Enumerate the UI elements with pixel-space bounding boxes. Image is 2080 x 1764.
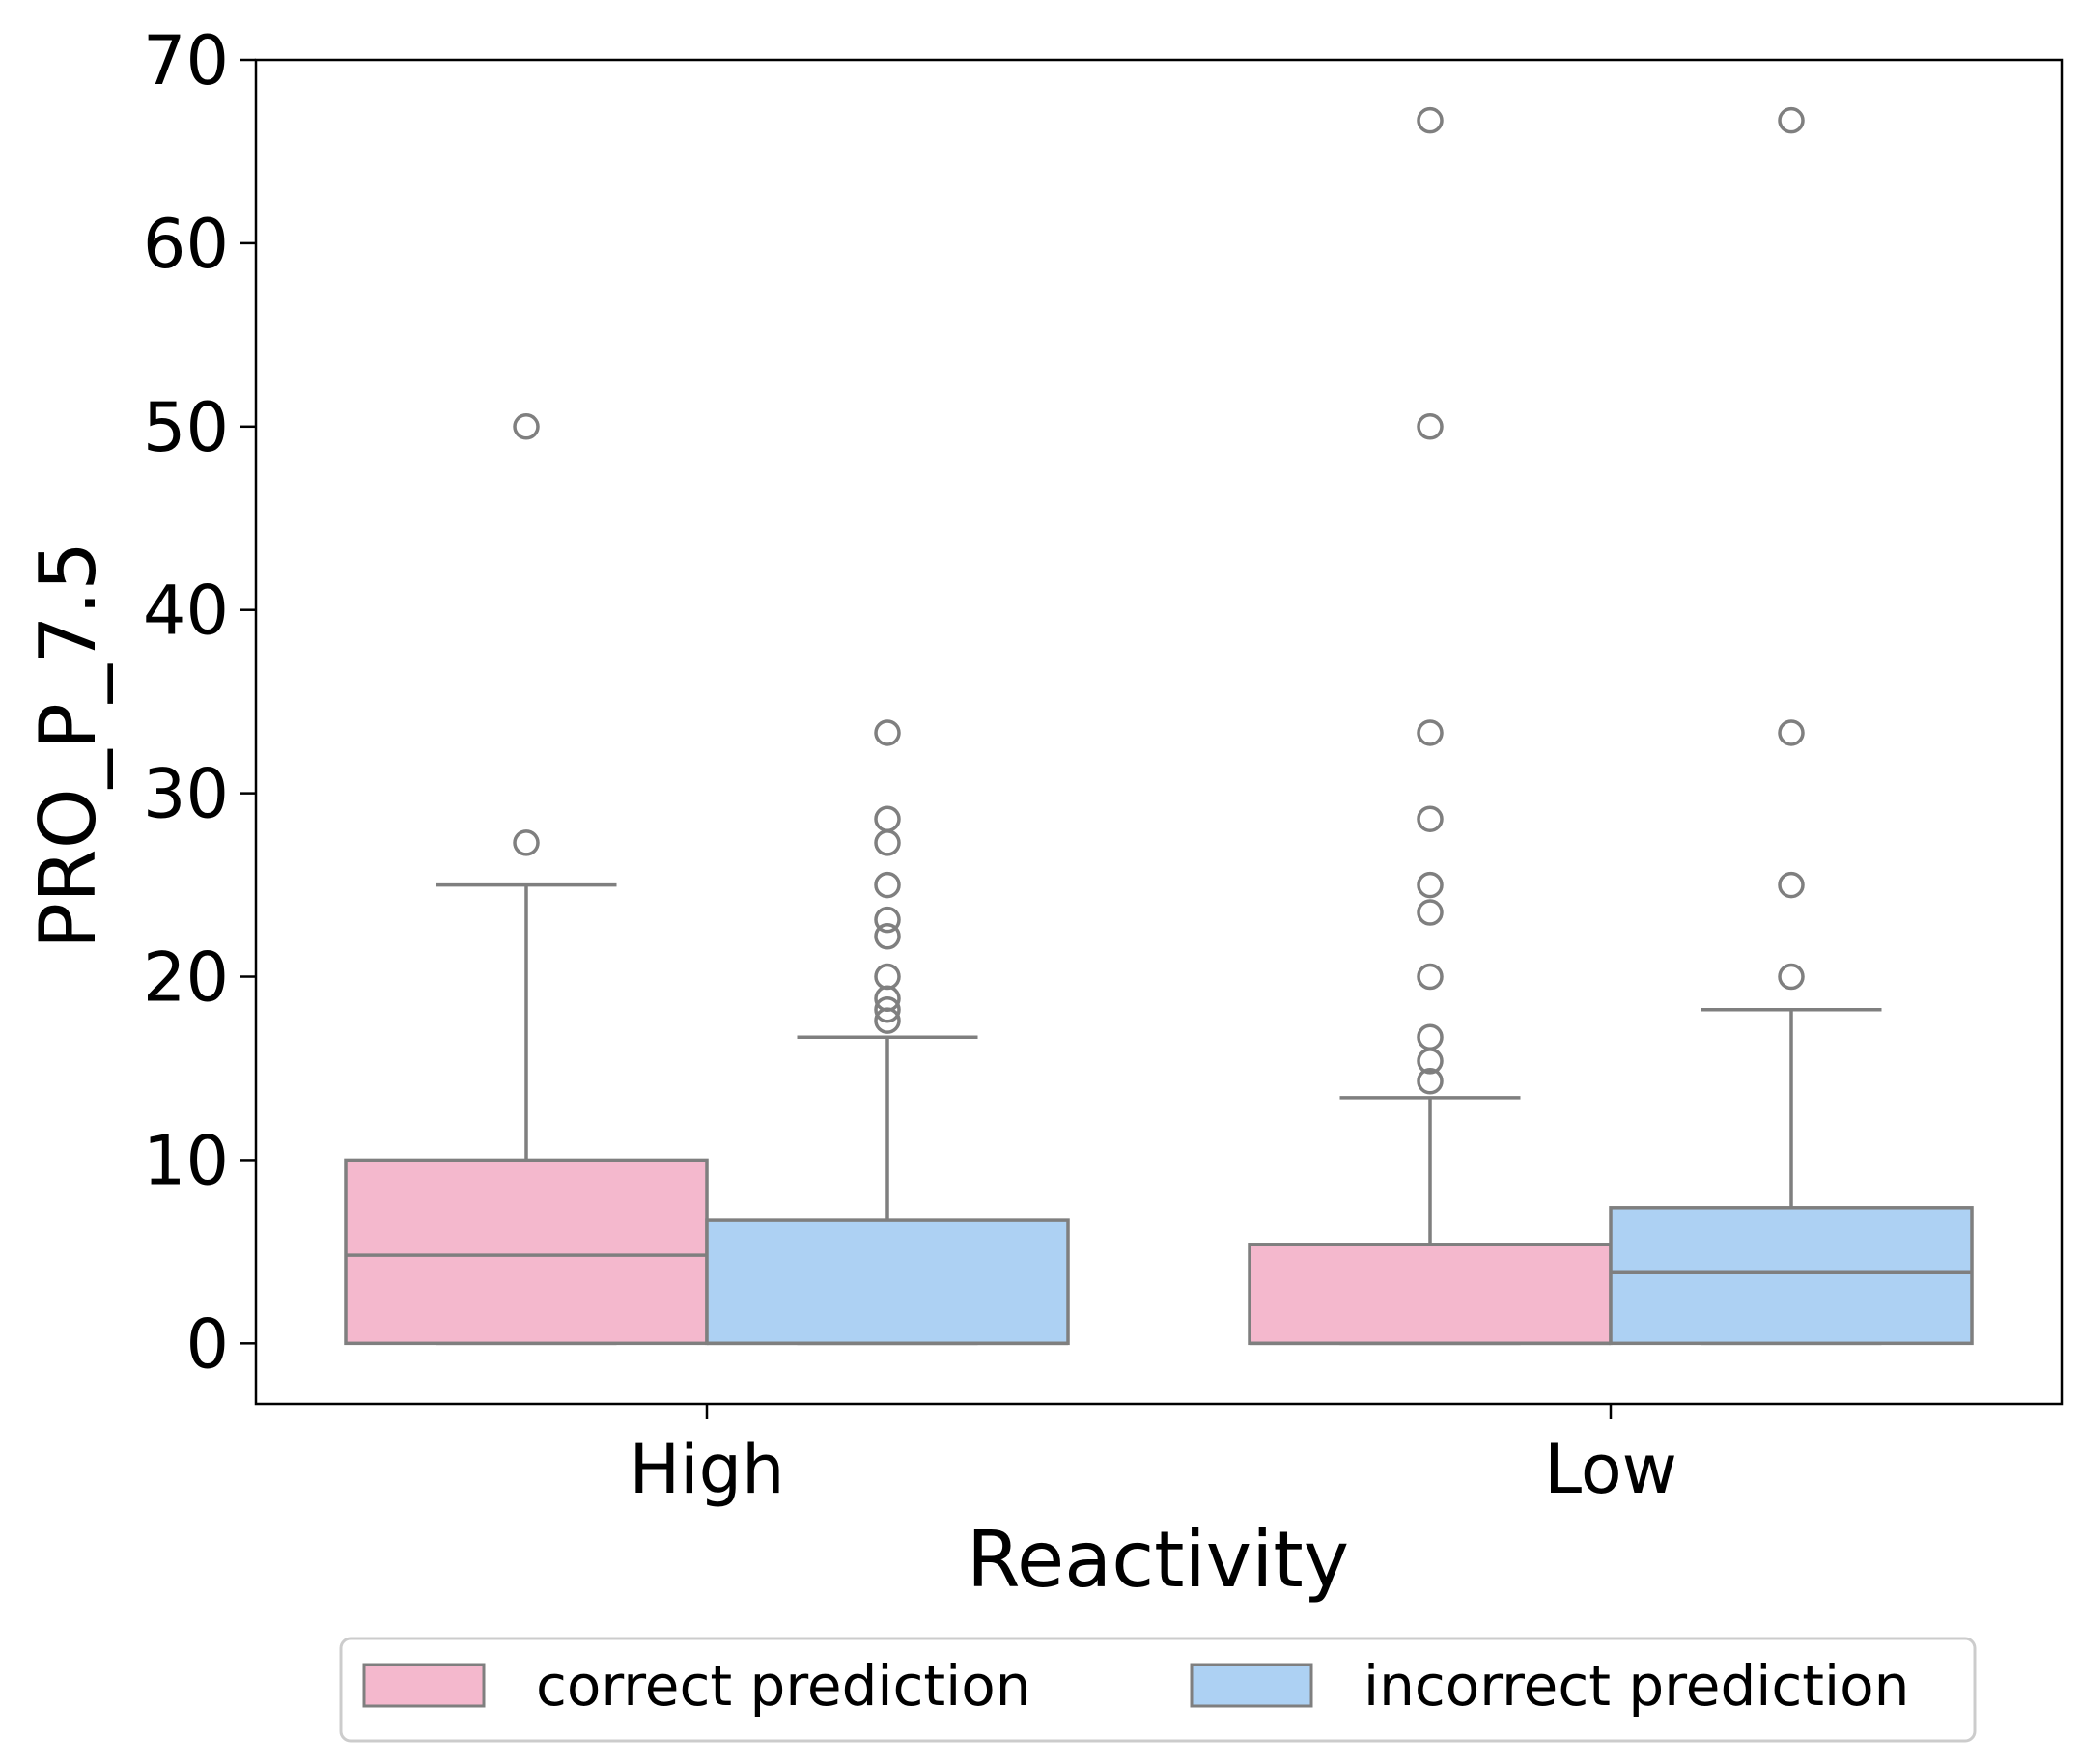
outlier-point — [1778, 106, 1805, 134]
box-incorrect-prediction-low — [1609, 106, 1974, 1346]
outlier-point — [1417, 106, 1444, 134]
outlier-point — [874, 963, 901, 991]
outlier-point — [874, 829, 901, 856]
box-iqr — [705, 1218, 1070, 1346]
y-tick-label: 70 — [143, 21, 229, 100]
box-iqr — [344, 1158, 709, 1346]
outlier-point — [1417, 805, 1444, 832]
y-tick-label: 30 — [143, 755, 229, 834]
legend-swatch — [1190, 1663, 1313, 1708]
y-tick-label: 20 — [143, 938, 229, 1018]
outlier-point — [874, 922, 901, 950]
outlier-point — [1778, 719, 1805, 746]
box-correct-prediction-low — [1248, 106, 1613, 1346]
outlier-point — [1417, 871, 1444, 899]
y-tick-label: 50 — [143, 388, 229, 467]
x-axis-title: Reactivity — [967, 1515, 1349, 1605]
legend: correct prediction incorrect prediction — [339, 1637, 1977, 1743]
outlier-point — [513, 829, 540, 856]
outlier-point — [1417, 1023, 1444, 1050]
x-tick-label: High — [630, 1430, 785, 1509]
box-iqr — [1609, 1206, 1974, 1346]
outlier-point — [1778, 871, 1805, 899]
y-tick-label: 40 — [143, 572, 229, 651]
outlier-point — [1417, 963, 1444, 991]
y-tick-label: 0 — [185, 1304, 229, 1384]
outlier-point — [1417, 899, 1444, 926]
y-tick-label: 10 — [143, 1121, 229, 1200]
outlier-point — [1417, 1068, 1444, 1095]
legend-swatch — [362, 1663, 486, 1708]
box-correct-prediction-high — [344, 413, 709, 1346]
outlier-point — [874, 719, 901, 746]
y-axis-title: PRO_P_7.5 — [23, 542, 113, 949]
box-incorrect-prediction-high — [705, 719, 1070, 1346]
y-tick-label: 60 — [143, 205, 229, 284]
legend-frame — [339, 1637, 1977, 1743]
box-iqr — [1248, 1243, 1613, 1346]
outlier-point — [1417, 413, 1444, 440]
plot-frame — [254, 58, 2064, 1406]
legend-label: incorrect prediction — [1363, 1653, 1909, 1719]
outlier-point — [513, 413, 540, 440]
outlier-point — [874, 871, 901, 899]
axes: 0 10 20 30 40 50 60 70 High Low — [143, 21, 2064, 1509]
outlier-point — [874, 906, 901, 934]
x-tick-label: Low — [1544, 1430, 1677, 1509]
outlier-point — [874, 805, 901, 832]
outlier-point — [1417, 719, 1444, 746]
plot-marks — [344, 106, 1974, 1346]
legend-label: correct prediction — [536, 1653, 1031, 1719]
outlier-point — [874, 995, 901, 1023]
outlier-point — [1778, 963, 1805, 991]
